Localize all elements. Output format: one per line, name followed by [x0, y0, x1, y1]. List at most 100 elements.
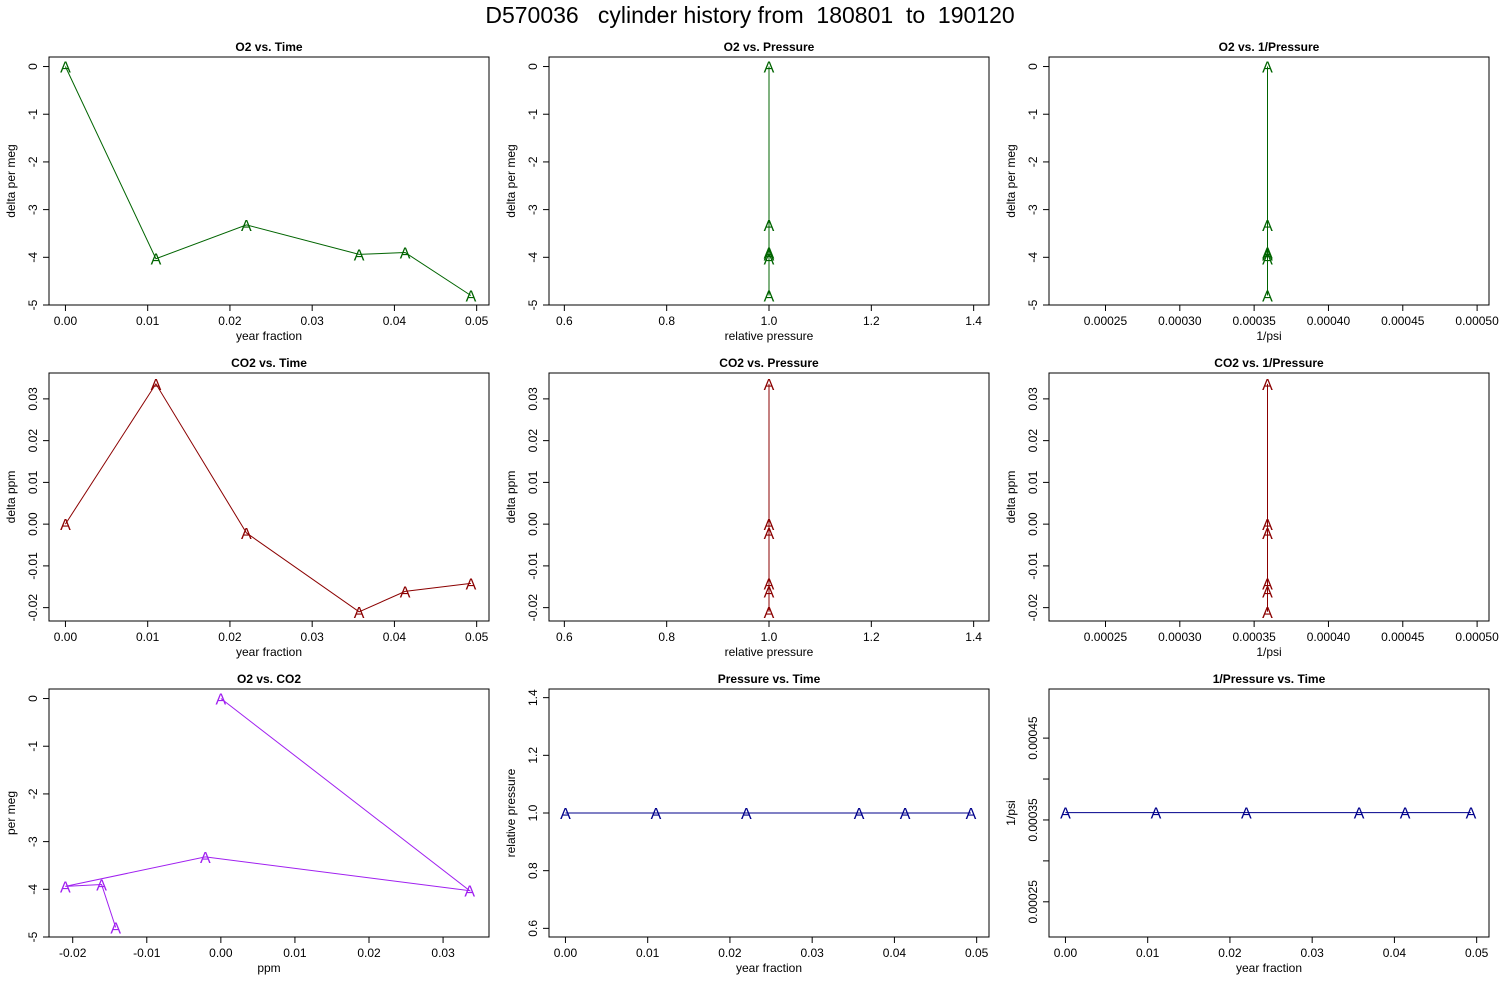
panel-4: CO2 vs. Time 0.00 0.01 0.02 0.03 0.04 0.05 0.03… [4, 356, 490, 659]
panel-2: O2 vs. Pressure 0.6 0.8 1.0 1.2 1.4 0 -1 -2 -3 -4 -… [504, 40, 990, 343]
data-point: A [764, 252, 775, 269]
data-point: A [764, 246, 775, 263]
y-axis-label: per meg [4, 791, 18, 835]
plot-frame [1048, 688, 1490, 938]
data-point: A [1262, 288, 1273, 305]
x-tick-label: 0.6 [556, 314, 573, 328]
y-tick-label: -5 [26, 931, 40, 942]
panel-3: O2 vs. 1/Pressure 0.00025 0.00030 0.00035 0.… [1004, 40, 1499, 343]
panel-title: Pressure vs. Time [718, 672, 821, 686]
x-tick-label: 1.0 [761, 314, 778, 328]
x-tick-label: 0.05 [965, 946, 989, 960]
panel-9: 1/Pressure vs. Time 0.00 0.01 0.02 0.03 0.04 0… [1004, 672, 1490, 975]
x-tick-label: 0.03 [800, 946, 824, 960]
y-tick-label: -4 [526, 252, 540, 263]
y-tick-label: 0.8 [526, 862, 540, 879]
y-tick-label: -1 [26, 741, 40, 752]
y-tick-label: -0.01 [26, 552, 40, 580]
data-point: A [560, 806, 571, 823]
panel-8: Pressure vs. Time 0.00 0.01 0.02 0.03 0.04 0.0… [504, 672, 990, 975]
data-point: A [1262, 218, 1273, 235]
y-axis-label: delta ppm [4, 471, 18, 524]
y-tick-label: -0.02 [1026, 594, 1040, 622]
x-tick-label: 0.00035 [1232, 314, 1276, 328]
x-tick-label: 0.00030 [1158, 630, 1202, 644]
y-tick-label: -2 [526, 156, 540, 167]
y-tick-label: 1.4 [526, 689, 540, 706]
x-tick-label: 0.00045 [1381, 630, 1425, 644]
x-tick-label: 0.00050 [1455, 314, 1499, 328]
x-tick-label: 0.00 [54, 314, 78, 328]
x-tick-label: 0.00035 [1232, 630, 1276, 644]
x-tick-label: 0.01 [1136, 946, 1160, 960]
y-tick-label: 0 [1026, 63, 1040, 70]
y-tick-label: 0.01 [526, 470, 540, 494]
y-axis-label: 1/psi [1004, 800, 1018, 825]
x-tick-label: 0.00050 [1455, 630, 1499, 644]
panel-title: O2 vs. CO2 [237, 672, 301, 686]
x-tick-label: 0.03 [1300, 946, 1324, 960]
x-tick-label: 0.04 [383, 314, 407, 328]
plot-frame [1048, 372, 1490, 622]
y-tick-label: 0.00 [26, 512, 40, 536]
data-point: A [764, 584, 775, 601]
x-tick-label: 0.02 [718, 946, 742, 960]
y-tick-label: -1 [526, 109, 540, 120]
x-axis-label: 1/psi [1256, 329, 1281, 343]
y-tick-label: 1.2 [526, 747, 540, 764]
y-tick-label: -4 [26, 884, 40, 895]
data-point: A [1262, 576, 1273, 593]
panel-6: CO2 vs. 1/Pressure 0.00025 0.00030 0.00035 0… [1004, 356, 1499, 659]
data-point: A [1262, 246, 1273, 263]
data-point: A [241, 218, 252, 235]
x-tick-label: 0.00 [209, 946, 233, 960]
x-tick-label: 0.00045 [1381, 314, 1425, 328]
x-axis-label: relative pressure [725, 329, 814, 343]
x-tick-label: 0.02 [218, 630, 242, 644]
series-line [64, 66, 472, 296]
plot-frame [1048, 56, 1490, 306]
y-tick-label: -2 [26, 156, 40, 167]
y-tick-label: 0.00 [1026, 512, 1040, 536]
data-point: A [1262, 584, 1273, 601]
data-point: A [466, 288, 477, 305]
x-tick-label: 0.8 [658, 630, 675, 644]
x-axis-label: relative pressure [725, 645, 814, 659]
y-tick-label: -3 [526, 204, 540, 215]
data-point: A [764, 605, 775, 622]
plot-frame [48, 688, 490, 938]
figure-title: D570036 cylinder history from 180801 to … [485, 2, 1015, 28]
plot-frame [48, 56, 490, 306]
y-tick-label: 0.02 [526, 429, 540, 453]
x-axis-label: year fraction [236, 329, 302, 343]
y-tick-label: -2 [1026, 156, 1040, 167]
data-point: A [854, 806, 865, 823]
panel-title: O2 vs. Pressure [724, 40, 815, 54]
x-tick-label: 0.04 [383, 630, 407, 644]
plot-frame [48, 372, 490, 622]
y-tick-label: 0.00045 [1026, 716, 1040, 760]
y-tick-label: -1 [26, 109, 40, 120]
data-point: A [764, 576, 775, 593]
x-tick-label: 1.4 [965, 630, 982, 644]
y-tick-label: 0 [526, 63, 540, 70]
data-point: A [200, 850, 211, 867]
data-point: A [764, 377, 775, 394]
data-point: A [764, 247, 775, 264]
data-point: A [900, 806, 911, 823]
x-tick-label: 0.00025 [1084, 630, 1128, 644]
data-point: A [151, 252, 162, 269]
y-tick-label: -0.01 [1026, 552, 1040, 580]
data-point: A [151, 377, 162, 394]
panel-title: O2 vs. Time [235, 40, 302, 54]
y-tick-label: -2 [26, 788, 40, 799]
x-tick-label: 0.02 [1218, 946, 1242, 960]
x-tick-label: 0.01 [283, 946, 307, 960]
panel-title: CO2 vs. 1/Pressure [1214, 356, 1324, 370]
panel-7: O2 vs. CO2 -0.02 -0.01 0.00 0.01 0.02 0.03 0 -1 -… [4, 672, 490, 975]
x-axis-label: 1/psi [1256, 645, 1281, 659]
data-point: A [1262, 605, 1273, 622]
x-tick-label: 1.2 [863, 314, 880, 328]
x-tick-label: -0.02 [59, 946, 87, 960]
panel-title: CO2 vs. Pressure [719, 356, 819, 370]
